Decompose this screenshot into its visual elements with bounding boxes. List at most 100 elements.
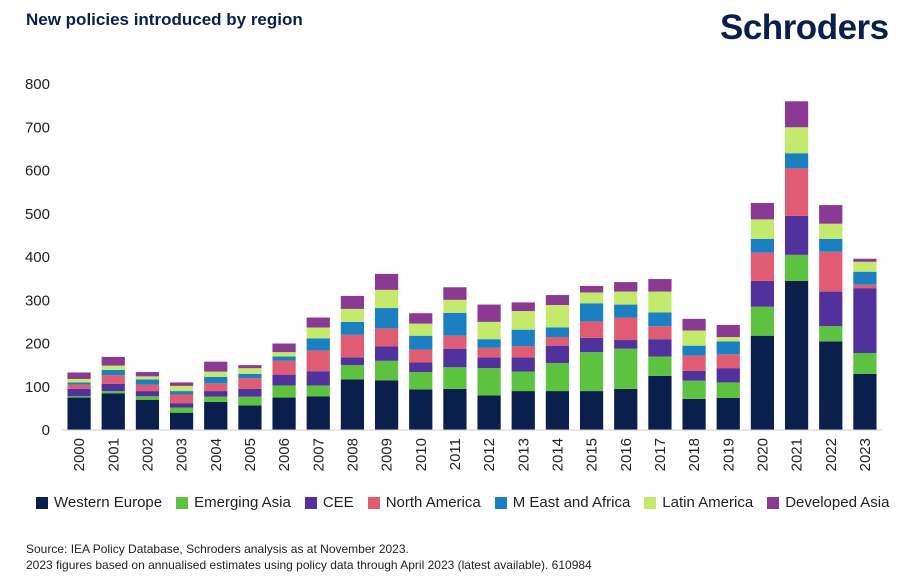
bar-segment [477,347,501,358]
bar-segment [682,355,706,371]
bar-segment [853,288,877,354]
bar-segment [477,395,501,430]
bar-segment [306,350,330,372]
bar-segment [67,382,91,385]
bar-segment [648,312,672,327]
bar-segment [169,407,194,413]
bar-segment [784,127,809,154]
bar-segment [784,280,809,430]
y-tick-label: 800 [25,76,50,93]
x-tick-label: 2004 [208,438,225,471]
bar-segment [682,330,706,346]
bar-segment [750,238,775,253]
bar-segment [443,287,467,300]
bar-segment [443,335,467,349]
bar-segment [545,362,570,392]
bar-segment [853,284,877,289]
bar-segment [477,304,501,322]
bar-segment [101,383,125,392]
bar-segment [853,353,877,374]
legend-label: North America [385,494,481,511]
bar-segment [682,398,706,430]
bar-segment [614,317,638,341]
bar-segment [614,291,638,305]
legend-swatch [367,496,380,509]
bar-segment [409,313,433,324]
bar-segment [477,339,501,348]
bar-segment [374,360,399,381]
x-tick-label: 2014 [549,438,566,471]
x-tick-label: 2000 [71,438,88,471]
legend-item: North America [367,494,481,511]
bar-segment [409,362,433,373]
bar-segment [853,373,877,430]
bar-segment [511,302,535,312]
bar-segment [204,391,228,397]
bar-segment [272,352,296,357]
y-tick-label: 600 [25,163,50,180]
bar-segment [819,205,843,224]
bar-segment [409,323,433,336]
y-tick-label: 300 [25,292,50,309]
bar-segment [750,202,775,220]
bar-segment [784,215,809,255]
legend-swatch [767,496,780,509]
bar-segment [579,285,604,293]
bar-segment [819,326,843,342]
bar-segment [340,365,365,380]
bar-segment [648,356,672,376]
legend-item: Latin America [644,494,753,511]
bar-segment [784,168,809,216]
bar-segment [648,291,672,313]
x-tick-label: 2007 [310,438,327,471]
y-tick-label: 500 [25,206,50,223]
x-tick-label: 2002 [139,438,156,471]
bar-segment [716,382,740,398]
x-tick-label: 2021 [789,438,806,471]
legend-label: Western Europe [54,494,163,511]
legend-swatch [36,496,48,509]
bar-segment [67,388,91,397]
bar-segment [272,356,296,361]
bar-segment [443,388,467,430]
bar-segment [819,341,843,430]
bar-segment [374,308,399,329]
bar-segment [682,345,706,356]
legend-item: CEE [304,494,354,511]
bar-segment [238,368,262,374]
bar-segment [819,251,843,292]
bar-segment [511,311,535,330]
bar-segment [101,391,125,394]
bar-segment [306,385,330,397]
legend-item: M East and Africa [494,494,631,511]
bar-segment [306,371,330,386]
bar-segment [340,357,365,366]
legend-label: Developed Asia [785,494,890,511]
bar-segment [306,327,330,339]
bar-segment [443,299,467,313]
legend-label: M East and Africa [512,494,631,511]
bar-segment [614,340,638,349]
y-tick-label: 400 [25,249,50,266]
bar-segment [67,372,91,379]
bar-segment [340,334,365,358]
x-tick-label: 2013 [515,438,532,471]
bar-segment [511,329,535,347]
bar-segment [545,327,570,338]
bar-segment [750,306,775,336]
bar-segment [306,396,330,430]
x-tick-label: 2008 [344,438,361,471]
bar-segment [443,312,467,336]
legend-item: Western Europe [36,494,162,511]
bar-segment [101,356,125,366]
bar-segment [238,378,262,389]
y-tick-label: 0 [42,422,50,439]
bar-segment [135,376,160,380]
bar-segment [784,153,809,169]
bar-segment [135,391,160,397]
bar-segment [272,397,296,430]
bar-segment [819,291,843,327]
bar-segment [648,279,672,292]
bar-segment [545,391,570,430]
bar-segment [750,252,775,281]
